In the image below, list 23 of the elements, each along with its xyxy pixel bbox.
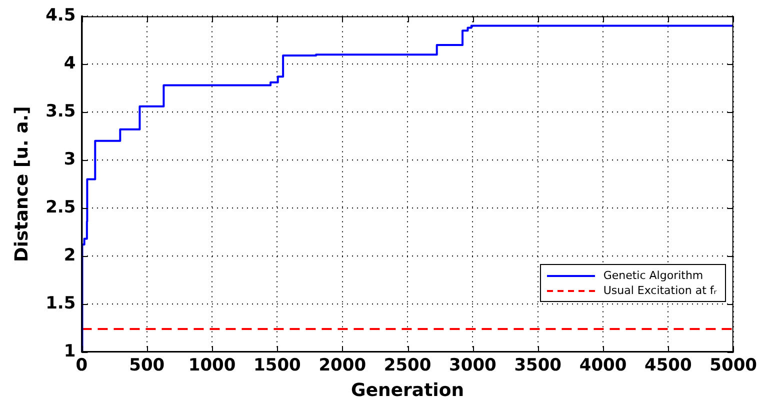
x-tick-label: 5000 (710, 356, 758, 376)
x-tick-label: 2000 (318, 356, 366, 376)
x-tick-label: 3500 (514, 356, 562, 376)
x-tick-label: 1000 (188, 356, 236, 376)
x-tick-label: 2500 (384, 356, 432, 376)
y-axis-title: Distance [u. a.] (11, 106, 32, 262)
x-tick-label: 0 (76, 356, 88, 376)
y-tick-label: 2.5 (46, 198, 76, 218)
y-tick-label: 3 (64, 150, 76, 170)
legend-label: Genetic Algorithm (603, 268, 704, 283)
y-tick-label: 1.5 (46, 293, 76, 314)
y-tick-label: 2 (64, 245, 76, 266)
y-tick-label: 4.5 (46, 6, 76, 26)
y-tick-label: 3.5 (46, 102, 76, 122)
y-tick-label: 1 (64, 341, 76, 362)
x-axis-title: Generation (351, 380, 464, 401)
x-tick-label: 3000 (449, 356, 497, 376)
x-tick-label: 500 (129, 356, 165, 376)
y-tick-label: 4 (64, 54, 76, 74)
x-tick-label: 4000 (579, 356, 627, 376)
legend-label: Usual Excitation at fᵣ (603, 283, 717, 298)
x-tick-label: 1500 (254, 356, 302, 376)
x-tick-label: 4500 (644, 356, 692, 376)
